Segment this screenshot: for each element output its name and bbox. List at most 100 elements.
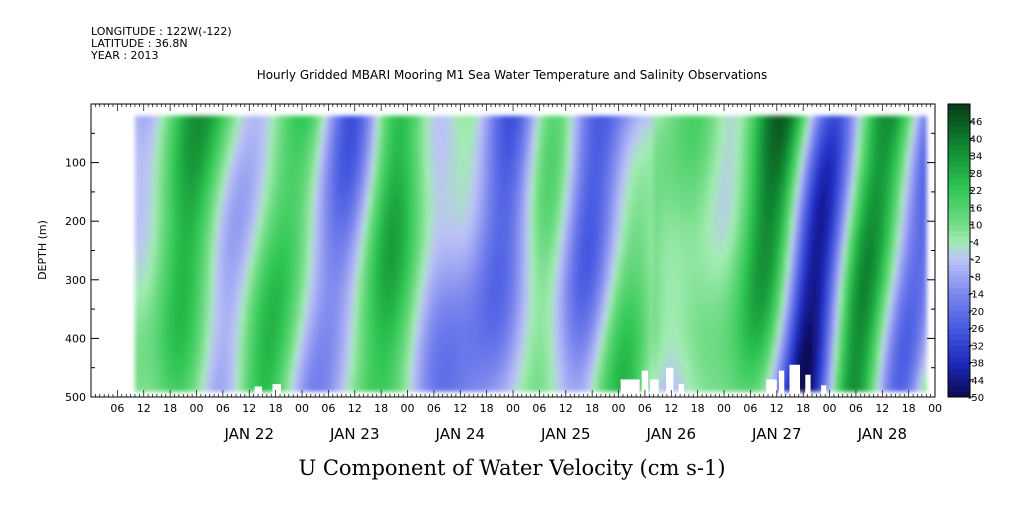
heatmap-cell [425, 279, 431, 287]
heatmap-cell [324, 364, 329, 373]
heatmap-cell [460, 253, 466, 261]
heatmap-cell [359, 233, 365, 241]
heatmap-cell [521, 168, 527, 176]
heatmap-cell [609, 351, 615, 359]
heatmap-cell [389, 364, 395, 373]
heatmap-cell [302, 253, 308, 261]
heatmap-cell [578, 371, 584, 379]
heatmap-cell [262, 338, 268, 346]
heatmap-cell [552, 279, 558, 287]
heatmap-cell [482, 240, 488, 248]
heatmap-cell [134, 240, 140, 248]
heatmap-cell [605, 128, 611, 136]
heatmap-cell [240, 345, 246, 353]
heatmap-cell [350, 115, 356, 123]
heatmap-cell [609, 207, 615, 215]
heatmap-cell [253, 299, 259, 307]
heatmap-cell [389, 220, 395, 228]
heatmap-cell [438, 279, 444, 287]
heatmap-cell [148, 312, 154, 320]
heatmap-cell [280, 279, 286, 287]
heatmap-cell [578, 253, 584, 261]
heatmap-cell [258, 135, 264, 143]
heatmap-cell [302, 187, 308, 196]
heatmap-cell [491, 345, 497, 353]
heatmap-cell [192, 207, 198, 215]
heatmap-cell [486, 371, 492, 379]
heatmap-cell [381, 194, 387, 202]
heatmap-cell [565, 259, 571, 268]
heatmap-cell [627, 351, 633, 359]
heatmap-cell [192, 312, 198, 320]
heatmap-cell [240, 371, 246, 379]
heatmap-cell [451, 384, 457, 392]
heatmap-cell [200, 181, 206, 189]
heatmap-cell [609, 358, 615, 366]
heatmap-cell [280, 253, 286, 261]
heatmap-cell [627, 286, 633, 294]
heatmap-cell [319, 168, 325, 176]
heatmap-cell [359, 319, 365, 327]
heatmap-cell [258, 279, 264, 287]
heatmap-cell [165, 273, 171, 281]
heatmap-cell [425, 378, 431, 386]
heatmap-cell [227, 259, 233, 268]
heatmap-cell [636, 358, 642, 366]
heatmap-cell [499, 371, 505, 379]
heatmap-cell [653, 332, 659, 340]
heatmap-cell [530, 168, 536, 176]
heatmap-cell [236, 273, 242, 281]
heatmap-cell [653, 161, 659, 169]
heatmap-cell [425, 122, 431, 130]
heatmap-cell [249, 207, 255, 215]
heatmap-cell [561, 187, 567, 196]
heatmap-cell [306, 227, 312, 235]
heatmap-cell [266, 214, 272, 222]
heatmap-cell [574, 345, 580, 353]
heatmap-cell [447, 253, 453, 261]
heatmap-cell [473, 364, 479, 373]
heatmap-cell [152, 122, 158, 130]
heatmap-cell [319, 141, 325, 150]
heatmap-cell [253, 214, 259, 222]
heatmap-cell [600, 246, 606, 255]
heatmap-cell [332, 148, 338, 156]
heatmap-cell [539, 292, 545, 300]
heatmap-cell [359, 364, 365, 373]
heatmap-cell [337, 135, 343, 143]
heatmap-cell [244, 214, 250, 222]
heatmap-cell [530, 319, 536, 327]
heatmap-cell [275, 233, 281, 241]
heatmap-cell [200, 325, 206, 333]
heatmap-cell [517, 253, 523, 261]
heatmap-cell [328, 161, 334, 169]
heatmap-cell [359, 128, 365, 136]
heatmap-cell [583, 378, 589, 386]
heatmap-cell [367, 181, 373, 189]
heatmap-cell [640, 299, 646, 307]
heatmap-cell [385, 128, 391, 136]
heatmap-cell [337, 141, 343, 150]
heatmap-cell [627, 115, 633, 123]
heatmap-cell [526, 299, 532, 307]
heatmap-cell [640, 122, 646, 130]
heatmap-cell [293, 174, 299, 182]
heatmap-cell [275, 378, 281, 386]
heatmap-cell [293, 345, 299, 353]
heatmap-cell [345, 319, 351, 327]
heatmap-cell [332, 135, 338, 143]
heatmap-cell [262, 345, 268, 353]
heatmap-cell [350, 122, 356, 130]
heatmap-cell [227, 220, 233, 228]
heatmap-cell [583, 338, 589, 346]
heatmap-cell [504, 207, 510, 215]
heatmap-cell [618, 338, 624, 346]
heatmap-cell [411, 286, 417, 294]
heatmap-cell [389, 305, 395, 314]
heatmap-cell [622, 148, 628, 156]
heatmap-cell [644, 266, 650, 274]
heatmap-cell [477, 312, 483, 320]
heatmap-cell [644, 148, 650, 156]
heatmap-cell [517, 345, 523, 353]
heatmap-cell [464, 319, 470, 327]
